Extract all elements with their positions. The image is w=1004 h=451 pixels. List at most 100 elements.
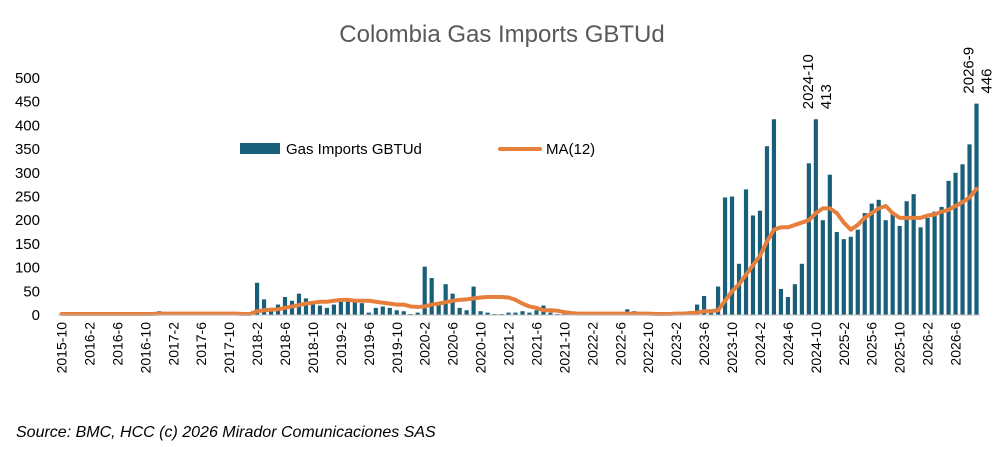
bar-2021-2: [506, 312, 511, 315]
x-tick-label: 2018-6: [277, 322, 293, 366]
x-tick-label: 2018-10: [305, 322, 321, 374]
bar-2018-11: [317, 305, 323, 315]
bar-series: [59, 103, 979, 316]
x-tick-label: 2015-10: [53, 322, 69, 374]
bar-2019-5: [359, 303, 364, 315]
bar-2025-2: [841, 239, 846, 315]
bar-2025-4: [855, 229, 860, 315]
bar-2024-4: [771, 119, 777, 316]
bar-2020-7: [457, 307, 462, 315]
bar-2025-7: [876, 199, 881, 315]
bar-2019-3: [345, 300, 350, 315]
bar-2023-10: [729, 196, 735, 315]
chart-title: Colombia Gas Imports GBTUd: [339, 21, 664, 48]
bar-2025-9: [890, 213, 895, 315]
bar-2024-5: [778, 288, 784, 315]
annotation-label: 2024-10: [800, 54, 817, 109]
bar-2020-9: [471, 286, 476, 315]
bar-2018-3: [261, 299, 267, 315]
x-tick-label: 2026-6: [948, 322, 964, 366]
bar-2018-10: [310, 301, 316, 315]
ma12-line: [59, 186, 979, 317]
bar-2020-6: [450, 293, 455, 315]
legend-bar-swatch: [240, 143, 280, 154]
bar-2019-2: [338, 301, 343, 315]
y-tick-label: 50: [23, 283, 40, 300]
bar-2019-6: [366, 312, 371, 315]
annotations: 2024-10 413 2026-9 446: [800, 47, 996, 109]
bar-2020-5: [443, 284, 448, 315]
bar-2024-2: [757, 210, 763, 315]
y-tick-label: 300: [15, 165, 40, 182]
y-axis: 0 50 100 150 200 250 300 350 400 450 500: [15, 70, 40, 324]
legend-label-gas-imports: Gas Imports GBTUd: [286, 141, 422, 158]
bar-2025-3: [848, 236, 853, 315]
x-tick-label: 2024-2: [752, 322, 768, 366]
annotation-label: 413: [818, 84, 835, 109]
y-tick-label: 500: [15, 70, 40, 87]
bar-2018-12: [324, 307, 330, 315]
bar-2025-5: [862, 213, 867, 315]
annotation-label: 2026-9: [961, 47, 978, 94]
bar-2026-4: [939, 206, 944, 315]
y-tick-label: 450: [15, 94, 40, 111]
bar-2025-6: [869, 203, 874, 315]
x-tick-label: 2026-2: [920, 322, 936, 366]
y-tick-label: 400: [15, 117, 40, 134]
bar-2024-9: [806, 163, 811, 315]
x-tick-label: 2022-2: [584, 322, 600, 366]
bar-2020-8: [464, 310, 469, 315]
source-note: Source: BMC, HCC (c) 2026 Mirador Comuni…: [16, 424, 436, 441]
bar-2020-2: [422, 266, 427, 315]
ma-line-series: [59, 186, 979, 317]
bar-2026-3: [932, 211, 937, 315]
x-tick-label: 2017-6: [193, 322, 209, 366]
y-tick-label: 150: [15, 236, 40, 253]
bar-2021-8: [548, 312, 553, 315]
x-tick-label: 2022-6: [612, 322, 628, 366]
bar-2024-11: [820, 220, 825, 315]
bar-2026-2: [925, 217, 930, 315]
bar-2023-12: [743, 189, 749, 315]
bar-2024-3: [764, 146, 770, 315]
x-tick-label: 2023-2: [668, 322, 684, 366]
x-tick-label: 2020-2: [417, 322, 433, 366]
bar-2026-8: [967, 144, 972, 315]
legend: Gas Imports GBTUd MA(12): [240, 141, 595, 158]
bar-2026-5: [946, 180, 951, 315]
bar-2025-8: [883, 220, 888, 315]
x-tick-label: 2018-2: [249, 322, 265, 366]
y-tick-label: 350: [15, 141, 40, 158]
x-tick-label: 2025-2: [836, 322, 852, 366]
bar-2023-9: [722, 197, 728, 315]
x-tick-label: 2016-10: [137, 322, 153, 374]
x-tick-label: 2025-10: [892, 322, 908, 374]
legend-label-ma12: MA(12): [546, 141, 595, 158]
bar-2018-2: [254, 282, 260, 315]
bar-2020-3: [429, 278, 434, 315]
bar-2023-6: [702, 296, 707, 315]
y-tick-label: 0: [32, 307, 40, 324]
x-tick-label: 2020-10: [473, 322, 489, 374]
bar-2019-1: [331, 304, 336, 315]
bar-2018-9: [303, 298, 309, 315]
bar-2021-6: [534, 310, 539, 315]
x-tick-label: 2024-6: [780, 322, 796, 366]
bar-2025-11: [904, 201, 909, 315]
bar-2024-12: [827, 174, 832, 315]
x-tick-label: 2025-6: [864, 322, 880, 366]
x-tick-label: 2023-6: [696, 322, 712, 366]
bar-2024-6: [785, 296, 791, 315]
x-tick-label: 2019-6: [361, 322, 377, 366]
bar-2021-3: [513, 312, 518, 315]
bar-2020-4: [436, 303, 441, 315]
x-tick-label: 2022-10: [640, 322, 656, 374]
x-tick-label: 2021-10: [556, 322, 572, 374]
x-tick-label: 2016-6: [109, 322, 125, 366]
bar-2021-4: [520, 311, 525, 315]
x-tick-label: 2016-2: [81, 322, 97, 366]
bar-2019-4: [352, 299, 357, 315]
x-tick-label: 2017-2: [165, 322, 181, 366]
bar-2024-8: [799, 263, 804, 315]
